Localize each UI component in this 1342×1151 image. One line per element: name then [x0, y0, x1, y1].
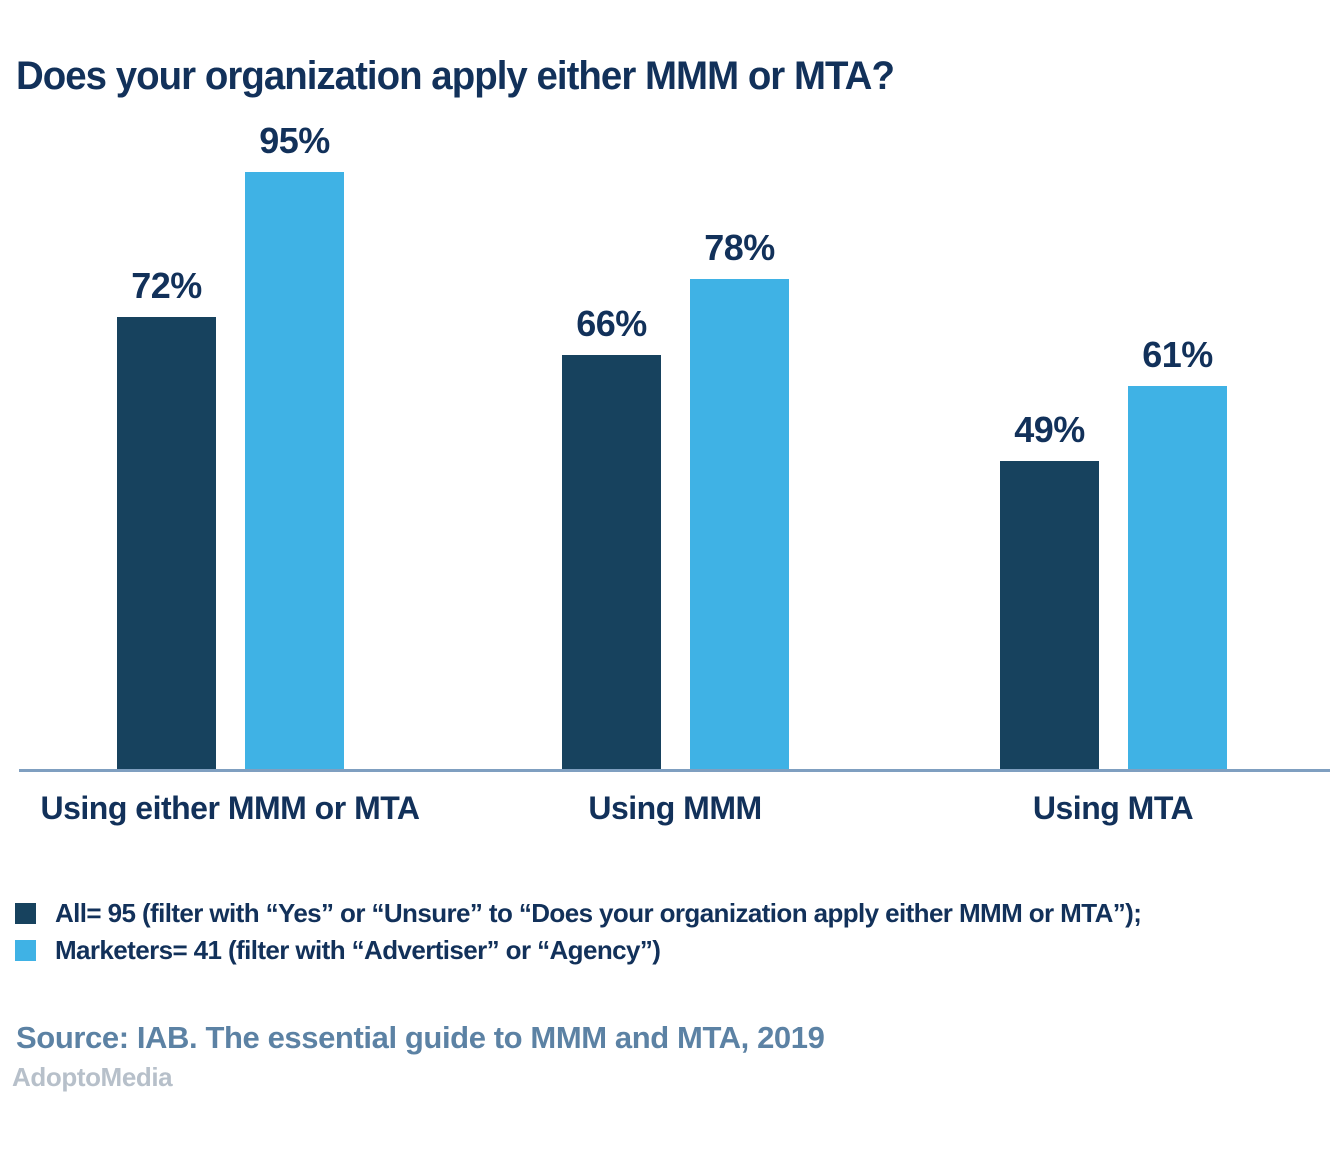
bar-value-label: 95% — [259, 120, 330, 161]
legend: All= 95 (filter with “Yes” or “Unsure” t… — [15, 898, 1142, 966]
legend-label-marketers: Marketers= 41 (filter with “Advertiser” … — [55, 935, 661, 965]
bar-value-label: 72% — [131, 265, 202, 306]
bar-group-2: 49% 61% Using MTA — [1000, 141, 1227, 826]
x-axis-line — [19, 769, 1330, 772]
brand-watermark: AdoptoMedia — [12, 1062, 173, 1092]
bar-all-1 — [562, 355, 661, 769]
bar-all-2 — [1000, 461, 1099, 769]
legend-label-all: All= 95 (filter with “Yes” or “Unsure” t… — [55, 898, 1142, 928]
category-label-0: Using either MMM or MTA — [40, 790, 421, 826]
bar-value-label: 66% — [576, 303, 647, 344]
bar-all-0 — [117, 317, 216, 769]
bar-group-0: 72% 95% Using either MMM or MTA — [41, 120, 421, 826]
chart-title: Does your organization apply either MMM … — [16, 54, 895, 98]
bar-group-1: 66% 78% Using MMM — [562, 141, 789, 826]
bar-value-label: 49% — [1014, 409, 1085, 450]
legend-swatch-marketers — [15, 940, 36, 961]
bar-marketers-1 — [690, 279, 789, 769]
category-label-2: Using MTA — [1032, 790, 1194, 826]
legend-item-marketers: Marketers= 41 (filter with “Advertiser” … — [15, 935, 1141, 966]
legend-item-all: All= 95 (filter with “Yes” or “Unsure” t… — [15, 898, 1142, 929]
plot-area: 72% 95% Using either MMM or MTA 66% 78% Using… — [0, 120, 1342, 826]
bar-value-label: 78% — [704, 227, 775, 268]
bar-marketers-0 — [245, 172, 344, 769]
category-label-1: Using MMM — [588, 790, 762, 826]
legend-swatch-all — [15, 903, 36, 924]
bar-value-label: 61% — [1142, 334, 1213, 375]
bar-marketers-2 — [1128, 386, 1227, 769]
source-citation: Source: IAB. The essential guide to MMM … — [16, 1020, 825, 1055]
